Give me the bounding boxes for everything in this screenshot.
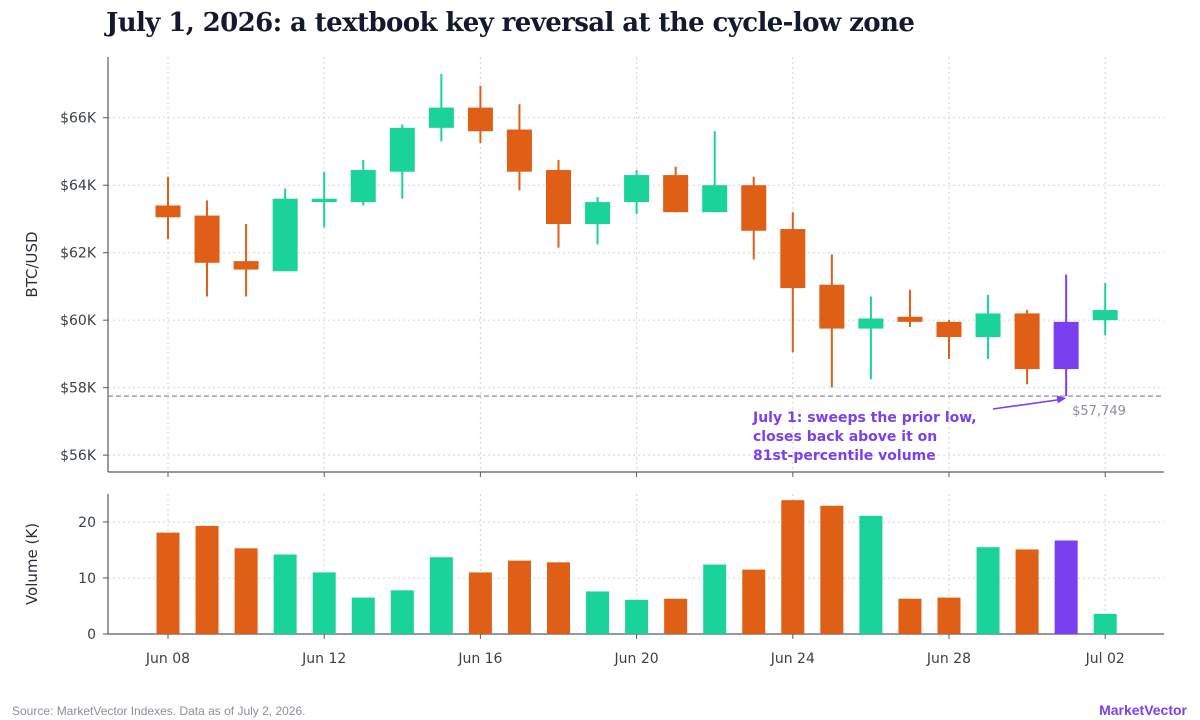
candle-body [1014,313,1040,370]
tick-labels: $56K $58K $60K $62K $64K $66K 0 10 20 Jun 08 Jun 1… [23,111,1125,667]
candle-body [780,229,806,289]
chart-title: July 1, 2026: a textbook key reversal at… [106,8,915,38]
candle-body [1053,321,1079,370]
volume-bar [547,562,570,634]
candle-body [741,185,767,231]
x-tick-label: Jun 28 [926,651,971,667]
candle-body [506,129,532,172]
volume-bar [1093,613,1117,634]
candle-body [155,205,181,218]
reference-line-group: $57,749 [108,395,1164,419]
volume-bar [703,564,727,634]
x-tick-label: Jun 16 [457,651,502,667]
volume-y-tick-label: 0 [87,627,96,643]
candle-body [975,313,1001,338]
reference-line-label: $57,749 [1072,404,1126,419]
volume-bar [1015,549,1039,634]
volume-bar [429,557,453,634]
x-tick-label: Jun 08 [145,651,190,667]
x-tick-label: Jun 20 [614,651,659,667]
price-y-tick-label: $56K [60,448,97,464]
candle-body [467,107,493,132]
volume-bar [312,572,336,634]
annotation-line: closes back above it on [753,429,937,445]
volume-bar [625,599,649,634]
volume-bar [156,532,180,634]
brand-logo: MarketVector [1099,702,1187,718]
price-grid [108,57,1164,472]
volume-bar [351,597,375,634]
candle-body [897,316,923,322]
candle-body [819,284,845,329]
volume-bar [859,515,883,634]
volume-bar [976,547,1000,634]
volume-bar [742,569,766,634]
candle-body [428,107,454,128]
volume-y-tick-label: 10 [78,571,96,587]
volume-bar [273,554,297,634]
volume-y-axis-label: Volume (K) [23,523,41,605]
price-y-tick-label: $60K [60,313,97,329]
annotation-line: 81st-percentile volume [753,448,936,464]
price-y-tick-label: $64K [60,178,97,194]
candle-body [350,170,376,203]
price-y-tick-label: $66K [60,111,97,127]
x-tick-label: Jun 24 [770,651,815,667]
volume-bar [937,597,961,634]
candle-body [546,170,571,225]
volume-bar [781,500,805,634]
candle-body [389,127,415,172]
price-y-tick-label: $58K [60,381,97,397]
axes [103,57,1164,639]
x-tick-label: Jul 02 [1085,651,1125,667]
candle-body [311,198,337,203]
candle-body [1092,310,1118,321]
volume-bar [468,572,492,634]
volume-bar [195,525,219,634]
volume-bar [664,598,688,634]
price-y-axis-label: BTC/USD [23,231,41,297]
candle-body [585,202,611,225]
candle-body [702,185,728,213]
volume-bar [390,590,414,634]
candle-body [936,321,962,338]
annotation-arrowhead [1056,395,1067,404]
volume-bar [820,505,844,634]
volume-bar [234,548,258,634]
price-y-tick-label: $62K [60,246,97,262]
candlestick-series [155,73,1118,397]
source-note: Source: MarketVector Indexes. Data as of… [12,704,306,718]
candle-body [194,215,220,263]
candle-body [233,261,259,270]
annotation-line: July 1: sweeps the prior low, [752,410,977,426]
candle-body [663,175,689,213]
x-tick-label: Jun 12 [301,651,346,667]
volume-bar [1054,540,1078,634]
volume-bar [586,591,610,634]
candle-body [272,198,298,272]
candle-body [624,175,650,203]
volume-bar [507,560,531,634]
annotation-group: July 1: sweeps the prior low, closes back… [752,395,1067,464]
volume-y-tick-label: 20 [78,515,96,531]
volume-bar [898,598,922,634]
volume-series [156,500,1117,634]
annotation-arrow [992,398,1064,410]
candle-body [858,318,884,329]
